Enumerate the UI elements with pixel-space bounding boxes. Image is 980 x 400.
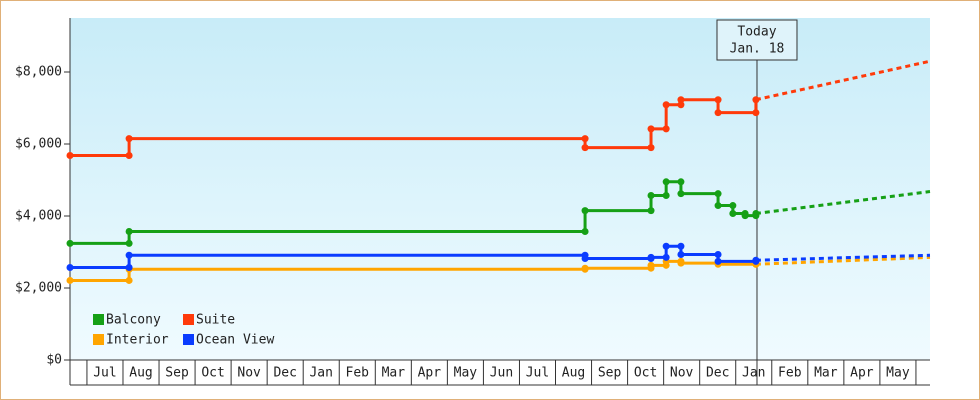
step-corner: [662, 253, 670, 261]
x-tick-label: Mar: [814, 366, 838, 381]
point: [581, 144, 589, 152]
x-tick-label: Jul: [526, 366, 549, 381]
x-tick-label: Nov: [670, 366, 694, 381]
step-corner: [662, 191, 670, 199]
today-label: Jan. 18: [730, 42, 785, 57]
step-corner: [714, 96, 722, 104]
point: [66, 152, 74, 160]
legend-swatch: [93, 334, 104, 345]
forecast-line: [755, 190, 931, 215]
point: [752, 209, 760, 217]
y-tick-label: $0: [46, 353, 62, 368]
legend-label: Interior: [106, 333, 169, 348]
legend-swatch: [93, 314, 104, 325]
step-corner: [677, 178, 685, 186]
point: [714, 257, 722, 265]
x-tick-label: Dec: [706, 366, 729, 381]
point: [647, 191, 655, 199]
x-tick-label: Oct: [201, 366, 224, 381]
today-box: [716, 19, 798, 61]
step-corner: [662, 125, 670, 133]
point: [66, 263, 74, 271]
step-corner: [714, 190, 722, 198]
point: [677, 259, 685, 267]
point: [729, 209, 737, 217]
point: [581, 207, 589, 215]
today-label: Today: [737, 25, 776, 40]
forecast-line: [755, 253, 931, 262]
x-tick-label: Aug: [129, 366, 152, 381]
legend-label: Balcony: [106, 313, 161, 328]
x-tick-label: Oct: [634, 366, 657, 381]
step-corner: [647, 207, 655, 215]
x-tick-label: Jan: [742, 366, 765, 381]
step-corner: [581, 227, 589, 235]
y-tick-label: $8,000: [15, 65, 62, 80]
x-tick-label: Jul: [93, 366, 116, 381]
step-corner: [125, 263, 133, 271]
step-corner: [647, 144, 655, 152]
x-tick-label: May: [454, 366, 478, 381]
x-tick-label: Jun: [490, 366, 513, 381]
point: [647, 261, 655, 269]
step-corner: [729, 202, 737, 210]
plot-area: [70, 18, 930, 360]
point: [677, 251, 685, 259]
x-tick-label: Sep: [598, 366, 622, 381]
point: [662, 242, 670, 250]
x-tick-label: Apr: [418, 366, 442, 381]
point: [677, 96, 685, 104]
point: [125, 251, 133, 259]
point: [677, 190, 685, 198]
x-tick-label: Aug: [562, 366, 585, 381]
point: [741, 212, 749, 220]
step-corner: [125, 239, 133, 247]
legend-label: Ocean View: [196, 333, 274, 348]
x-tick-label: Mar: [382, 366, 406, 381]
point: [714, 202, 722, 210]
step-corner: [581, 135, 589, 143]
forecast-line: [755, 59, 931, 102]
step-corner: [714, 251, 722, 259]
step-corner: [677, 101, 685, 109]
point: [125, 227, 133, 235]
legend-label: Suite: [196, 313, 235, 328]
point: [66, 239, 74, 247]
point: [66, 276, 74, 284]
point: [125, 135, 133, 143]
y-tick-label: $6,000: [15, 137, 62, 152]
point: [647, 125, 655, 133]
point: [581, 254, 589, 262]
point: [752, 96, 760, 104]
point: [662, 101, 670, 109]
x-tick-label: Sep: [165, 366, 189, 381]
y-tick-label: $2,000: [15, 281, 62, 296]
y-tick-label: $4,000: [15, 209, 62, 224]
x-tick-label: Feb: [346, 366, 370, 381]
x-tick-label: Feb: [778, 366, 802, 381]
x-tick-label: Nov: [237, 366, 261, 381]
point: [647, 253, 655, 261]
x-tick-label: Apr: [850, 366, 874, 381]
step-corner: [752, 109, 760, 117]
point: [581, 264, 589, 272]
forecast-line: [755, 255, 931, 266]
point: [714, 109, 722, 117]
legend-swatch: [183, 334, 194, 345]
step-corner: [125, 276, 133, 284]
x-tick-label: May: [886, 366, 910, 381]
step-corner: [125, 152, 133, 160]
point: [752, 256, 760, 264]
series-line: [70, 259, 756, 282]
step-corner: [677, 242, 685, 250]
x-tick-label: Jan: [309, 366, 332, 381]
legend-swatch: [183, 314, 194, 325]
x-tick-label: Dec: [273, 366, 296, 381]
point: [662, 178, 670, 186]
